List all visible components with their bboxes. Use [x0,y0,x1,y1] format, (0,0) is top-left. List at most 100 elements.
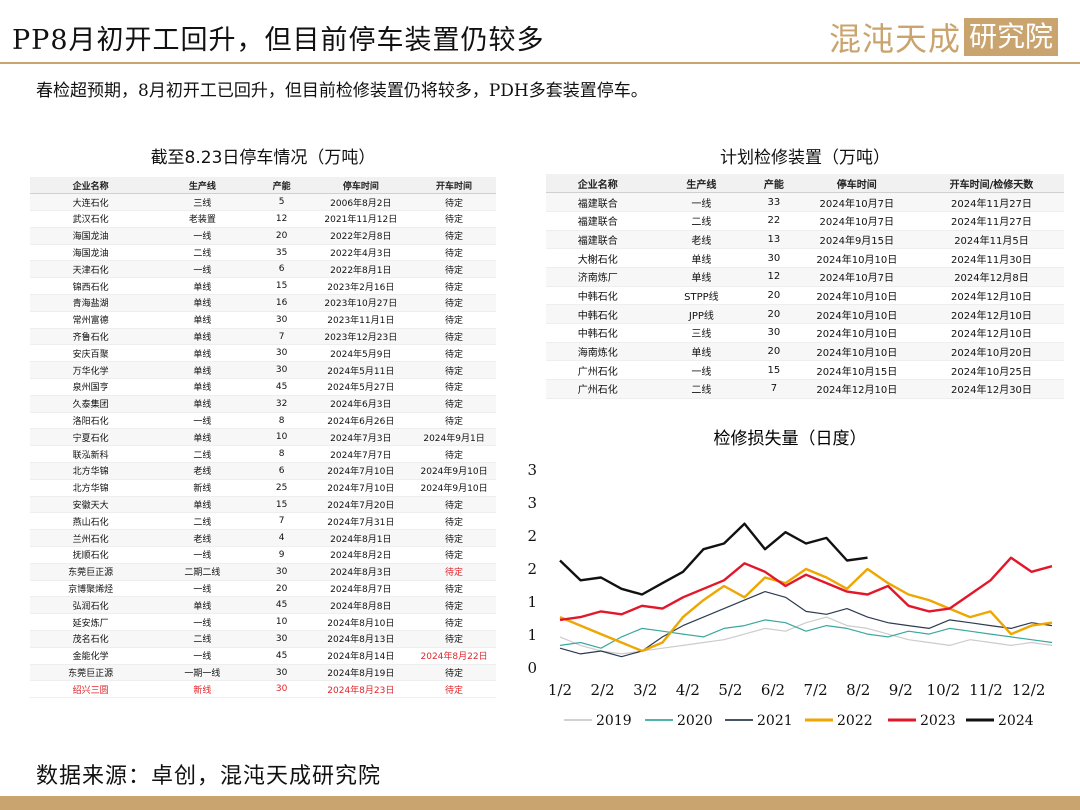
table-cell: 单线 [151,311,254,329]
table-cell: 2024年11月27日 [918,192,1064,212]
x-tick-label: 2/2 [591,681,615,699]
table-cell: 2024年10月10日 [794,323,919,343]
table-row: 京博聚烯烃 一线 20 2024年8月7日 待定 [30,580,496,598]
table-cell: 2024年10月20日 [918,342,1064,362]
table-cell: 2024年7月20日 [309,496,413,514]
table-cell: 抚顺石化 [30,546,152,564]
table-cell: 15 [253,496,310,514]
x-tick-label: 7/2 [804,681,828,699]
legend-label: 2023 [920,713,956,729]
table-cell: 绍兴三圆 [30,680,152,699]
table-cell: 福建联合 [546,211,650,231]
table-cell: 2024年6月26日 [309,412,413,430]
table-cell: 福建联合 [546,230,650,250]
column-header: 企业名称 [546,174,650,194]
table-cell: 2024年8月19日 [309,664,413,682]
table-cell: 2024年10月10日 [794,304,919,324]
table-cell: 待定 [412,328,496,346]
table-cell: 常州富德 [30,311,152,329]
table-row: 广州石化 二线 7 2024年12月10日 2024年12月30日 [546,379,1064,399]
table-cell: 二线 [151,512,254,531]
table-cell: 2024年12月10日 [918,304,1064,324]
legend-label: 2019 [596,713,632,729]
table-cell: 2022年4月3日 [309,244,413,262]
table-cell: 22 [753,211,795,231]
table-cell: 45 [253,596,310,615]
table-cell: 待定 [412,613,496,632]
legend-label: 2020 [677,713,713,729]
table-cell: 2024年8月2日 [309,546,413,564]
table-cell: 单线 [649,342,754,362]
table-cell: 2024年8月23日 [309,680,413,699]
table-cell: 一线 [151,580,254,598]
table-row: 茂名石化 二线 30 2024年8月13日 待定 [30,630,496,648]
y-axis: 0 1 1 2 2 3 3 [527,461,537,677]
maintenance-loss-chart: 检修损失量（日度） 0 1 1 2 2 3 3 1/2 2/2 3/2 4/2 5/2 6/2 7/2 8… [527,429,1053,729]
table-cell: 一线 [151,647,254,665]
table-cell: 一线 [151,227,254,245]
table-cell: 一线 [151,260,254,279]
table-cell: 大榭石化 [546,248,650,268]
table-cell: 2024年7月31日 [309,512,413,531]
table-cell: 2024年11月5日 [918,230,1064,250]
table-cell: 待定 [412,546,496,564]
table-row: 天津石化 一线 6 2022年8月1日 待定 [30,260,496,279]
table-cell: 13 [753,230,795,250]
table-cell: 待定 [412,412,496,430]
table-cell: 10 [253,613,310,632]
table-cell: 待定 [412,210,496,228]
table-cell: 待定 [412,529,496,548]
table-cell: 2024年5月9日 [309,344,413,363]
table-cell: 单线 [151,395,254,413]
table-cell: 二线 [151,630,254,648]
table-row: 大榭石化 单线 30 2024年10月10日 2024年11月30日 [546,248,1064,268]
table-row: 宁夏石化 单线 10 2024年7月3日 2024年9月1日 [30,428,496,447]
table-cell: 35 [253,244,310,262]
table-row: 金能化学 一线 45 2024年8月14日 2024年8月22日 [30,647,496,665]
table-row: 东莞巨正源 二期二线 30 2024年8月3日 待定 [30,563,496,581]
table-cell: 待定 [412,294,496,312]
table-cell: 锦西石化 [30,277,152,296]
shutdown-table: 企业名称 生产线 产能 停车时间 开车时间 大连石化 三线 5 2006年8月2日 待定 武汉石化老… [30,177,496,699]
table-cell: 一期一线 [151,664,254,682]
table-cell: 4 [253,529,310,548]
table-cell: 2024年10月10日 [794,286,919,306]
table-row: 广州石化 一线 15 2024年10月15日 2024年10月25日 [546,360,1064,381]
table-cell: 10 [253,428,310,447]
table-cell: 待定 [412,664,496,682]
table-cell: 25 [253,479,310,497]
table-cell: 天津石化 [30,260,152,279]
table-cell: 7 [253,512,310,531]
chart-legend: 2019 2020 2021 2022 2023 2024 [564,713,1034,729]
legend-label: 2021 [757,713,793,729]
table-cell: 待定 [412,378,496,396]
table-cell: 20 [253,227,310,245]
x-tick-label: 1/2 [548,681,572,699]
table-row: 绍兴三圆 新线 30 2024年8月23日 待定 [30,680,496,699]
table-cell: 20 [753,304,795,324]
table-cell: 一线 [649,192,754,212]
table-cell: 待定 [412,344,496,363]
x-tick-label: 5/2 [718,681,742,699]
table-cell: 2024年10月15日 [794,360,919,381]
table-cell: 2006年8月2日 [309,193,413,212]
table-cell: 二线 [151,244,254,262]
table-cell: 30 [753,248,795,268]
x-tick-label: 3/2 [633,681,657,699]
table-cell: 广州石化 [546,379,650,399]
table-cell: 青海盐湖 [30,294,152,312]
table-cell: 15 [753,360,795,381]
table-cell: 武汉石化 [30,210,152,228]
table-cell: 30 [253,563,310,581]
y-tick-label: 2 [527,560,537,578]
legend-label: 2022 [837,713,873,729]
table-row: 济南炼厂 单线 12 2024年10月7日 2024年12月8日 [546,267,1064,287]
table-cell: 2024年12月30日 [918,379,1064,399]
table-cell: 京博聚烯烃 [30,580,152,598]
brand-box: 研究院 [963,18,1058,56]
table-row: 延安炼厂 一线 10 2024年8月10日 待定 [30,613,496,632]
table-cell: 2024年8月10日 [309,613,413,632]
table-row: 抚顺石化 一线 9 2024年8月2日 待定 [30,546,496,564]
table-cell: 12 [753,267,795,287]
table-cell: 单线 [151,294,254,312]
